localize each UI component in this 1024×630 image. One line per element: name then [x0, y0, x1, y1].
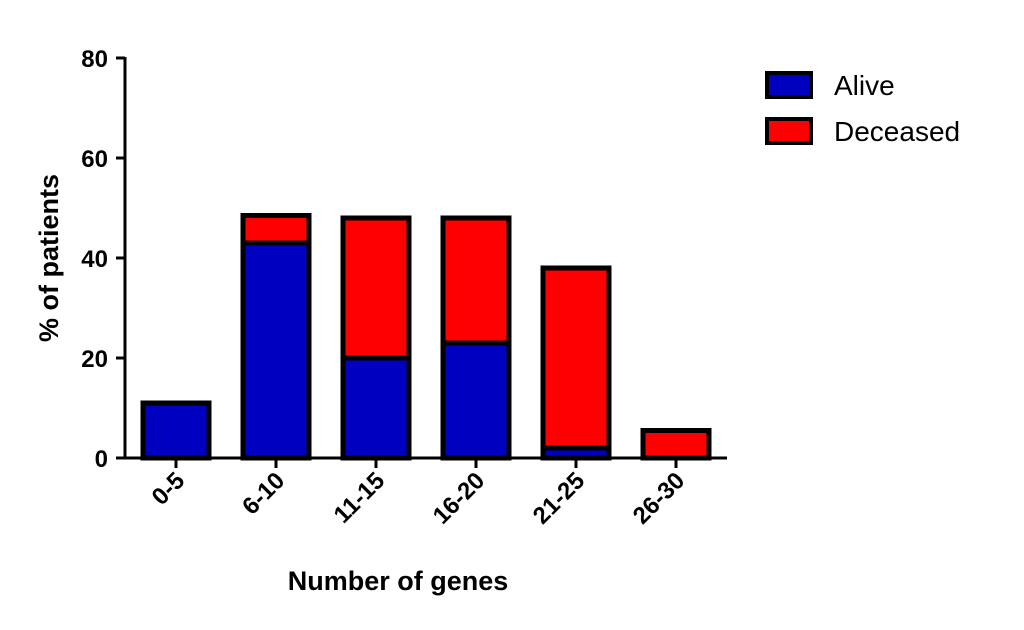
y-axis-title: % of patients: [34, 174, 64, 342]
legend-swatch-alive: [765, 71, 813, 99]
bars: [140, 213, 712, 461]
bar-alive-0-5: [140, 400, 212, 461]
x-tick-label: 0-5: [147, 467, 191, 511]
bar-alive-11-15: [340, 355, 412, 461]
bar-alive-6-10: [240, 240, 312, 461]
x-tick-label: 26-30: [628, 467, 691, 530]
y-tick-label: 80: [81, 46, 108, 73]
legend-label-deceased: Deceased: [834, 116, 960, 147]
bar-deceased-6-10: [240, 213, 312, 246]
x-tick-label: 11-15: [329, 467, 391, 529]
legend-swatch-deceased: [765, 117, 813, 145]
bar-deceased-11-15: [340, 215, 412, 361]
bar-deceased-26-30: [640, 428, 712, 461]
x-ticks: 0-5 6-10 11-15 16-20 21-25 26-30: [147, 458, 691, 530]
legend-label-alive: Alive: [834, 70, 895, 101]
y-tick-label: 60: [81, 146, 108, 173]
legend: Alive Deceased: [765, 70, 960, 147]
y-ticks: 0 20 40 60 80: [81, 46, 125, 473]
x-tick-label: 21-25: [528, 467, 591, 530]
bar-alive-16-20: [440, 340, 512, 461]
y-tick-label: 20: [81, 346, 108, 373]
y-tick-label: 40: [81, 246, 108, 273]
y-tick-label: 0: [95, 446, 108, 473]
bar-deceased-16-20: [440, 215, 512, 346]
axes: [123, 57, 727, 460]
bar-deceased-21-25: [540, 265, 612, 451]
x-axis-title: Number of genes: [288, 566, 509, 596]
x-tick-label: 6-10: [237, 467, 290, 520]
x-tick-label: 16-20: [428, 467, 491, 530]
